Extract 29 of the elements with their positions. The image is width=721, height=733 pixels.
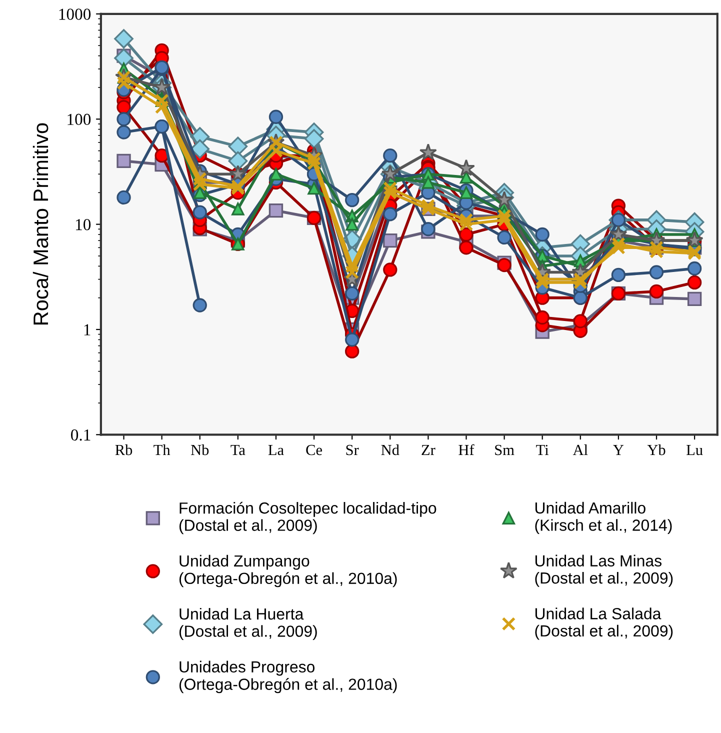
y-tick-label: 1 — [84, 324, 90, 336]
legend-label: Unidad Las Minas (Dostal et al., 2009) — [535, 554, 673, 587]
x-tick-label: Th — [154, 444, 170, 455]
x-tick-label: La — [268, 444, 284, 456]
legend-label: Unidad Amarillo (Kirsch et al., 2014) — [535, 502, 672, 534]
x-tick-label: Hf — [458, 444, 474, 455]
y-axis-title: Roca/ Manto Primitivo — [32, 123, 48, 324]
y-tick-label: 100 — [68, 114, 91, 126]
x-tick-label: Nb — [190, 444, 209, 456]
x-tick-label: Sm — [495, 444, 514, 456]
legend-label: Unidad Zumpango (Ortega-Obregón et al., 2010a) — [179, 554, 397, 588]
x-tick-label: Al — [572, 444, 588, 455]
x-tick-label: Yb — [647, 444, 666, 456]
legend-label: Unidades Progreso (Ortega-Obregón et al., 2010a) — [179, 660, 397, 694]
x-tick-label: Rb — [115, 444, 132, 456]
legend-label: Unidad La Salada (Dostal et al., 2009) — [535, 608, 673, 640]
x-tick-label: Nd — [381, 444, 400, 456]
x-tick-label: Y — [613, 444, 624, 455]
legend-label: Unidad La Huerta (Dostal et al., 2009) — [179, 608, 317, 640]
y-tick-label: 1000 — [59, 8, 91, 20]
y-tick-label: 10 — [76, 218, 91, 230]
x-tick-label: Lu — [686, 444, 703, 456]
x-tick-label: Zr — [422, 444, 436, 455]
y-tick-label: 0.1 — [71, 429, 90, 441]
x-tick-label: Ta — [230, 444, 246, 456]
x-tick-label: Sr — [346, 444, 359, 456]
x-tick-label: Ti — [536, 444, 549, 455]
x-tick-label: Ce — [306, 444, 322, 456]
legend-label: Formación Cosoltepec localidad-tipo (Dostal et al., 2009) — [179, 502, 436, 534]
